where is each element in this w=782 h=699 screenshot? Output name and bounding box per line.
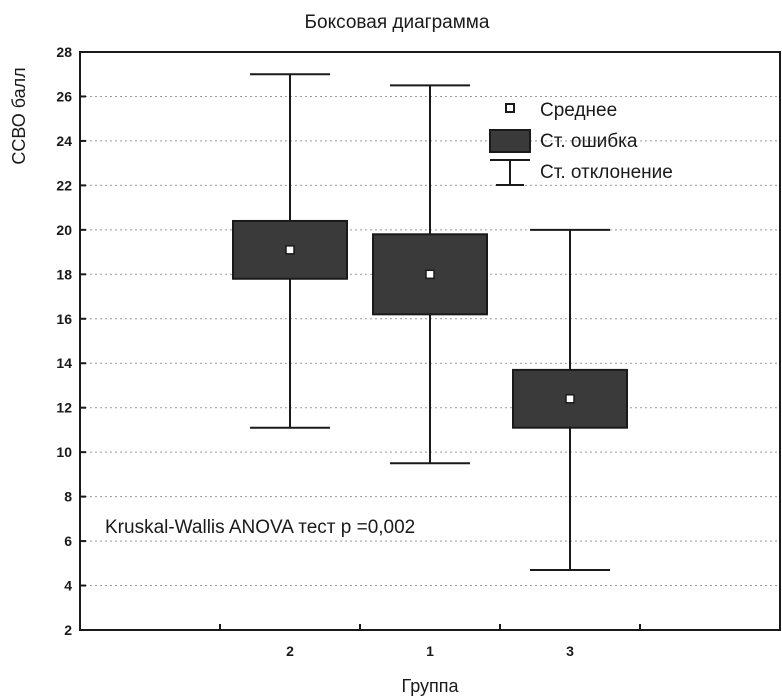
y-tick-label: 12 (56, 400, 72, 416)
legend: Среднее Ст. ошибка Ст. отклонение (489, 100, 673, 186)
y-tick-label: 14 (56, 355, 72, 371)
legend-label-mean: Среднее (540, 100, 617, 121)
boxes-group (232, 73, 628, 571)
y-axis-label: ССВО балл (9, 67, 29, 164)
y-tick-label: 4 (64, 578, 72, 594)
y-tick-label: 20 (56, 222, 72, 238)
x-tick-label: 1 (426, 643, 434, 659)
chart-title: Боксовая диаграмма (305, 12, 490, 33)
y-tick-label: 2 (64, 622, 72, 638)
y-tick-label: 10 (56, 444, 72, 460)
y-tick-label: 26 (56, 88, 72, 104)
x-axis-label: Группа (401, 676, 459, 696)
y-tick-label: 22 (56, 177, 72, 193)
legend-label-sd: Ст. отклонение (540, 162, 673, 183)
mean-marker (285, 245, 295, 255)
y-tick-label: 6 (64, 533, 72, 549)
y-tick-label: 28 (56, 44, 72, 60)
legend-se-symbol (489, 129, 531, 153)
legend-mean-symbol (505, 103, 515, 113)
plot-frame (79, 51, 781, 631)
mean-marker (425, 269, 435, 280)
kruskal-wallis-annotation: Kruskal-Wallis ANOVA тест p =0,002 (105, 517, 415, 538)
x-tick-label: 2 (286, 643, 294, 659)
y-tick-label: 24 (56, 133, 72, 149)
x-tick-label: 3 (566, 643, 574, 659)
legend-label-se: Ст. ошибка (540, 131, 638, 152)
y-tick-label: 18 (56, 266, 72, 282)
y-tick-label: 16 (56, 311, 72, 327)
y-tick-label: 8 (64, 489, 72, 505)
mean-marker (565, 394, 575, 404)
x-axis-ticks: 2 1 3 (219, 624, 641, 659)
